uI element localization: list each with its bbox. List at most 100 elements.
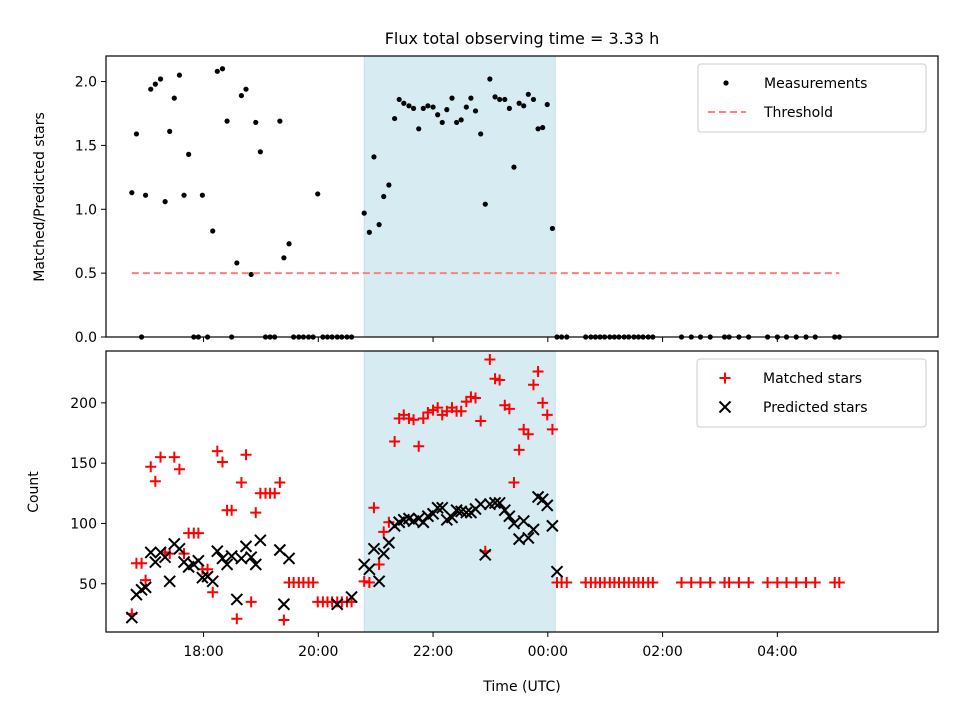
measurement-point [511, 164, 517, 170]
x-axis-label: Time (UTC) [482, 679, 560, 695]
matched-stars-point [508, 476, 520, 488]
predicted-stars-point [445, 511, 459, 524]
matched-stars-point [527, 379, 539, 391]
matched-stars-point [513, 444, 525, 456]
matched-stars-point [561, 577, 573, 589]
y-tick-label: 200 [70, 396, 97, 412]
matched-stars-point [417, 413, 429, 425]
measurement-point [406, 103, 412, 109]
matched-stars-point [269, 487, 281, 499]
predicted-stars-point [144, 546, 157, 559]
matched-stars-point [250, 507, 262, 519]
measurement-point [521, 103, 527, 109]
matched-stars-point [408, 414, 420, 426]
matched-stars-point [216, 456, 228, 468]
matched-stars-point [307, 577, 319, 589]
measurement-point [277, 118, 283, 124]
predicted-stars-point [474, 497, 487, 511]
measurement-point [224, 118, 230, 124]
measurement-point [506, 105, 512, 111]
matched-stars-point [145, 461, 157, 473]
measurement-point [257, 149, 263, 155]
measurement-point [420, 105, 426, 111]
measurement-point [176, 72, 183, 78]
matched-stars-point [235, 476, 247, 488]
measurement-point [210, 228, 216, 234]
x-tick-label: 18:00 [183, 644, 223, 660]
bottom-y-axis-label: Count [26, 471, 42, 513]
matched-stars-point [647, 577, 659, 589]
measurement-point [371, 154, 377, 160]
legend-label: Predicted stars [763, 400, 868, 416]
measurement-point [516, 100, 522, 106]
legend: Measurements Threshold [697, 63, 927, 133]
matched-stars-point [685, 577, 697, 589]
measurement-point [315, 191, 321, 197]
matched-stars-point [368, 502, 380, 514]
predicted-stars-point [244, 551, 258, 564]
measurement-point [468, 95, 474, 101]
measurement-point [361, 210, 367, 216]
measurement-point [502, 96, 508, 103]
matched-stars-point [470, 392, 482, 404]
y-tick-label: 1.0 [75, 202, 97, 218]
measurement-point [410, 105, 417, 111]
measurement-point [234, 260, 240, 266]
predicted-stars-point [149, 555, 162, 569]
measurement-point [535, 126, 541, 132]
measurement-point [396, 96, 402, 103]
measurement-point [152, 81, 158, 87]
y-tick-label: 0.5 [75, 266, 97, 282]
matched-stars-point [546, 423, 558, 435]
chart-title: Flux total observing time = 3.33 h [385, 29, 660, 48]
matched-stars-point [231, 613, 243, 625]
matched-stars-point [833, 577, 845, 589]
matched-stars-point [790, 577, 802, 589]
matched-stars-point [207, 586, 219, 598]
predicted-stars-point [363, 563, 376, 576]
predicted-stars-point [173, 542, 186, 555]
x-tick-label: 02:00 [642, 644, 682, 660]
measurement-point [243, 86, 249, 92]
predicted-stars-point [277, 598, 291, 611]
predicted-stars-point [192, 554, 205, 568]
matched-stars-point [378, 526, 390, 538]
legend-predicted-marker [718, 400, 732, 414]
matched-stars-point [226, 504, 238, 516]
matched-stars-point [743, 577, 755, 589]
y-tick-label: 1.5 [75, 138, 97, 154]
predicted-stars-point [230, 593, 244, 606]
measurement-point [376, 222, 382, 228]
matched-stars-point [413, 440, 425, 452]
matched-stars-point [771, 577, 783, 589]
measurement-point [478, 131, 484, 137]
measurement-point [392, 115, 398, 122]
matched-stars-point [432, 402, 444, 414]
measurement-point [171, 95, 177, 101]
measurement-point [525, 91, 531, 97]
measurement-point [439, 119, 445, 126]
predicted-stars-point [163, 575, 176, 588]
measurement-point [544, 101, 550, 108]
legend-box [697, 63, 927, 133]
measurement-point [444, 107, 450, 113]
measurement-point [492, 94, 498, 100]
bottom-panel: 50 100 150 200 18:00 20:00 22:00 00:00 02:00 04:0… [70, 350, 939, 660]
measurement-point [366, 229, 372, 235]
measurement-point [463, 104, 469, 110]
legend-matched-marker [719, 372, 731, 384]
measurement-point [167, 128, 173, 134]
matched-stars-point [704, 577, 716, 589]
measurement-point [472, 108, 479, 114]
measurement-point [129, 190, 135, 196]
matched-stars-point [676, 577, 688, 589]
predicted-stars-point [498, 503, 511, 517]
predicted-stars-point [503, 510, 516, 523]
legend-measurements-marker [723, 80, 729, 86]
predicted-stars-point [367, 542, 381, 555]
top-y-axis-label: Matched/Predicted stars [32, 112, 48, 282]
predicted-stars-point [541, 499, 554, 512]
measurement-point [425, 103, 431, 109]
measurement-point [449, 95, 455, 101]
matched-stars-point [192, 527, 204, 539]
